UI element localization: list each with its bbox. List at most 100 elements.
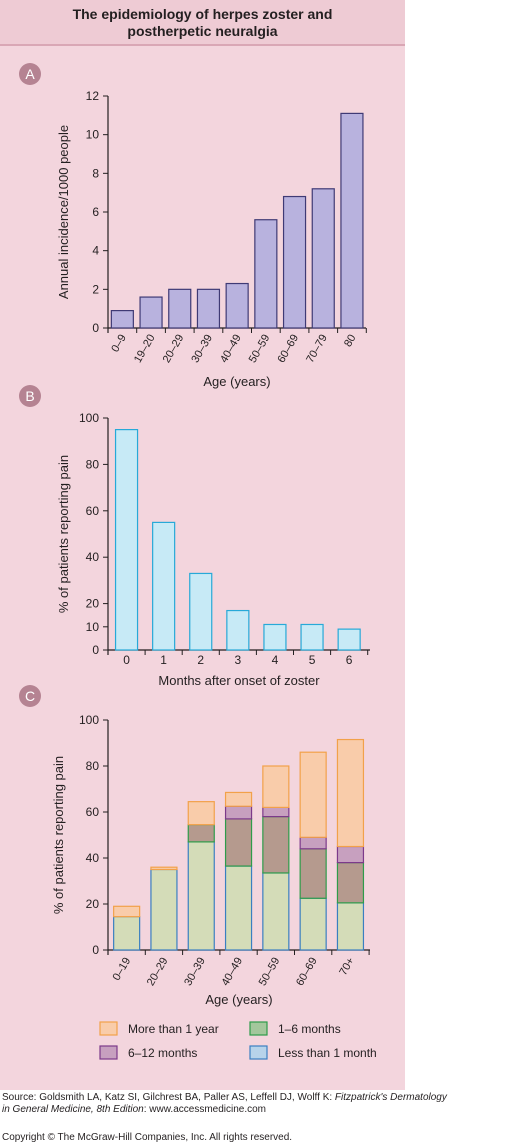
chart-a-x-tick-label: 20–29 <box>161 333 187 365</box>
chart-b-y-tick-label: 100 <box>79 411 99 425</box>
chart-a-x-tick-label: 40–49 <box>218 333 244 365</box>
chart-b-x-tick-label: 6 <box>346 653 353 667</box>
chart-c-bar-segment <box>299 751 327 838</box>
chart-a-y-axis-label: Annual incidence/1000 people <box>56 125 71 299</box>
chart-c-bar-segment <box>336 902 365 951</box>
legend-swatch <box>249 1021 268 1036</box>
chart-c-x-tick-label: 60–69 <box>294 956 320 988</box>
chart-b-y-tick-label: 80 <box>86 457 100 471</box>
chart-c-bar-segment <box>224 805 253 820</box>
chart-c-x-tick-label: 70+ <box>337 956 357 978</box>
chart-a-bar <box>139 296 163 329</box>
chart-b-bar <box>189 572 213 651</box>
chart-a-bar <box>311 188 335 329</box>
chart-b-x-axis-label: Months after onset of zoster <box>158 673 320 688</box>
source-title-1: Fitzpatrick's Dermatology <box>334 1092 447 1103</box>
chart-a-bar <box>282 195 307 329</box>
chart-b-x-tick-label: 1 <box>160 653 167 667</box>
chart-a-x-tick-label: 60–69 <box>275 333 301 365</box>
chart-a-bar <box>110 310 134 329</box>
chart-b-y-tick-label: 20 <box>86 597 100 611</box>
chart-b-bar <box>337 628 361 651</box>
chart-c-bar-segment <box>262 765 290 809</box>
chart-b-bar <box>226 609 250 651</box>
chart-a-x-tick-label: 70–79 <box>304 333 330 365</box>
chart-c-bar-segment <box>336 738 365 848</box>
chart-c-bar-segment <box>224 818 253 867</box>
figure-title: The epidemiology of herpes zoster and po… <box>0 6 405 40</box>
chart-c-y-tick-label: 60 <box>86 805 100 819</box>
chart-a-bar <box>225 282 249 329</box>
chart-b-x-tick-label: 5 <box>309 653 316 667</box>
chart-b-bar <box>114 429 139 651</box>
chart-c-bar-segment <box>336 861 365 904</box>
chart-c-y-tick-label: 100 <box>79 713 99 727</box>
chart-b-y-tick-label: 60 <box>86 504 100 518</box>
panel-badge-a: A <box>19 63 41 85</box>
chart-b-bar <box>300 623 324 651</box>
chart-a-x-tick-label: 19–20 <box>132 333 158 365</box>
source-suffix: : www.accessmedicine.com <box>143 1104 267 1115</box>
chart-a-y-tick-label: 2 <box>92 282 99 296</box>
chart-c-bar-segment <box>150 868 178 951</box>
chart-c-bar-segment <box>187 824 215 843</box>
legend-swatch <box>249 1045 268 1060</box>
chart-a-y-tick-label: 12 <box>86 89 100 103</box>
chart-c-y-tick-label: 20 <box>86 897 100 911</box>
chart-c-x-tick-label: 40–49 <box>219 956 245 988</box>
legend-swatch <box>99 1045 118 1060</box>
chart-a-x-tick-label: 80 <box>342 333 359 350</box>
chart-c-x-tick-label: 0–19 <box>111 956 134 983</box>
panel-badge-c: C <box>19 685 41 707</box>
legend-label: 6–12 months <box>128 1046 197 1060</box>
chart-b-x-tick-label: 2 <box>197 653 204 667</box>
chart-b-x-tick-label: 4 <box>272 653 279 667</box>
chart-c-bar-segment <box>224 865 253 951</box>
copyright-notice: Copyright © The McGraw-Hill Companies, I… <box>2 1132 293 1143</box>
chart-c-bar-segment <box>299 836 327 850</box>
chart-a-y-tick-label: 0 <box>92 321 99 335</box>
chart-c-y-tick-label: 40 <box>86 851 100 865</box>
chart-b-bar <box>263 623 287 651</box>
chart-c-y-tick-label: 0 <box>92 943 99 957</box>
chart-b-y-axis-label: % of patients reporting pain <box>56 455 71 613</box>
chart-a-bar <box>340 112 364 329</box>
chart-c-x-axis-label: Age (years) <box>205 992 272 1007</box>
chart-b-y-tick-label: 0 <box>92 643 99 657</box>
chart-a-bar <box>168 288 192 329</box>
chart-a-x-tick-label: 0–9 <box>109 333 129 355</box>
chart-c-x-tick-label: 50–59 <box>257 956 283 988</box>
legend-swatch <box>99 1021 118 1036</box>
chart-c-bar-segment <box>187 801 215 826</box>
chart-a-bar <box>254 219 278 329</box>
chart-a-y-tick-label: 6 <box>92 205 99 219</box>
chart-b-y-tick-label: 40 <box>86 550 100 564</box>
chart-c-bar-segment <box>224 791 253 807</box>
chart-c-x-tick-label: 20–29 <box>145 956 171 988</box>
chart-c-bar-segment <box>262 815 290 874</box>
chart-c-x-tick-label: 30–39 <box>182 956 208 988</box>
chart-a-x-tick-label: 50–59 <box>247 333 273 365</box>
chart-c-y-tick-label: 80 <box>86 759 100 773</box>
legend-label: More than 1 year <box>128 1022 219 1036</box>
chart-c-y-axis-label: % of patients reporting pain <box>51 756 66 914</box>
chart-b-x-tick-label: 3 <box>235 653 242 667</box>
source-prefix: Source: Goldsmith LA, Katz SI, Gilchrest… <box>2 1092 335 1103</box>
panel-badge-b: B <box>19 385 41 407</box>
chart-c-bar-segment <box>262 872 290 951</box>
chart-b-x-tick-label: 0 <box>123 653 130 667</box>
figure-title-line-2: postherpetic neuralgia <box>127 23 278 39</box>
chart-c-bar-segment <box>150 866 178 871</box>
title-box: The epidemiology of herpes zoster and po… <box>0 0 405 46</box>
chart-a-bar <box>196 288 221 329</box>
chart-a-x-tick-label: 30–39 <box>189 333 215 365</box>
figure-title-line-1: The epidemiology of herpes zoster and <box>72 6 333 22</box>
chart-a-y-tick-label: 8 <box>92 166 99 180</box>
chart-c-bar-segment <box>299 848 327 899</box>
chart-c-bar-segment <box>299 897 327 951</box>
chart-c-bar-segment <box>113 905 141 918</box>
source-title-2: in General Medicine, 8th Edition <box>2 1104 144 1115</box>
chart-c-bar-segment <box>262 806 290 818</box>
chart-b-bar <box>152 521 176 651</box>
